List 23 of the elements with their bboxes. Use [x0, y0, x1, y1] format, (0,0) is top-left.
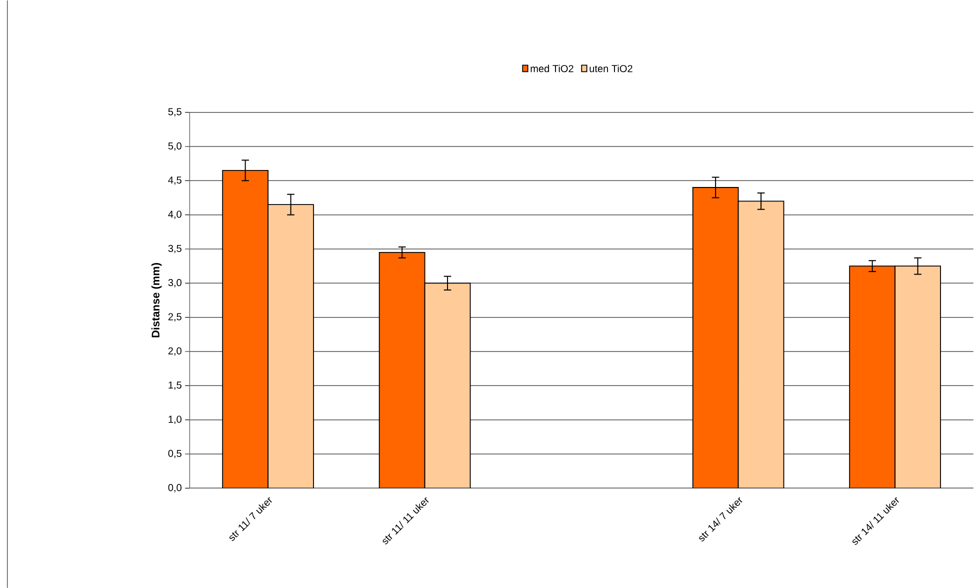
bar [894, 265, 941, 488]
bar [738, 200, 784, 488]
x-tick-label: str 11/ 11 uker [382, 496, 429, 544]
y-tick-label: 4,5 [168, 176, 182, 185]
x-tick-label: str 14/ 7 uker [699, 496, 742, 542]
legend-label: med TiO2 [530, 64, 574, 72]
legend-label: uten TiO2 [590, 64, 632, 72]
y-tick-label: 4,0 [168, 210, 182, 219]
x-tick-label: str 14/ 11 uker [852, 496, 899, 545]
y-tick-label: 3,5 [168, 244, 182, 254]
y-tick-label: 2,5 [168, 313, 182, 322]
y-tick-label: 2,0 [168, 347, 182, 356]
bar [268, 204, 314, 488]
y-axis-title: Distanse (mm) [151, 262, 162, 338]
y-tick-label: 0,0 [168, 484, 182, 492]
y-tick-label: 3,0 [168, 278, 182, 288]
bar [424, 282, 471, 488]
y-tick-label: 5,0 [168, 142, 182, 151]
x-tick-label: str 11/ 7 uker [229, 496, 272, 541]
y-tick-label: 0,5 [168, 450, 182, 458]
y-tick-label: 1,5 [168, 381, 182, 390]
y-tick-label: 5,5 [168, 108, 182, 116]
y-tick-label: 1,0 [168, 416, 182, 424]
